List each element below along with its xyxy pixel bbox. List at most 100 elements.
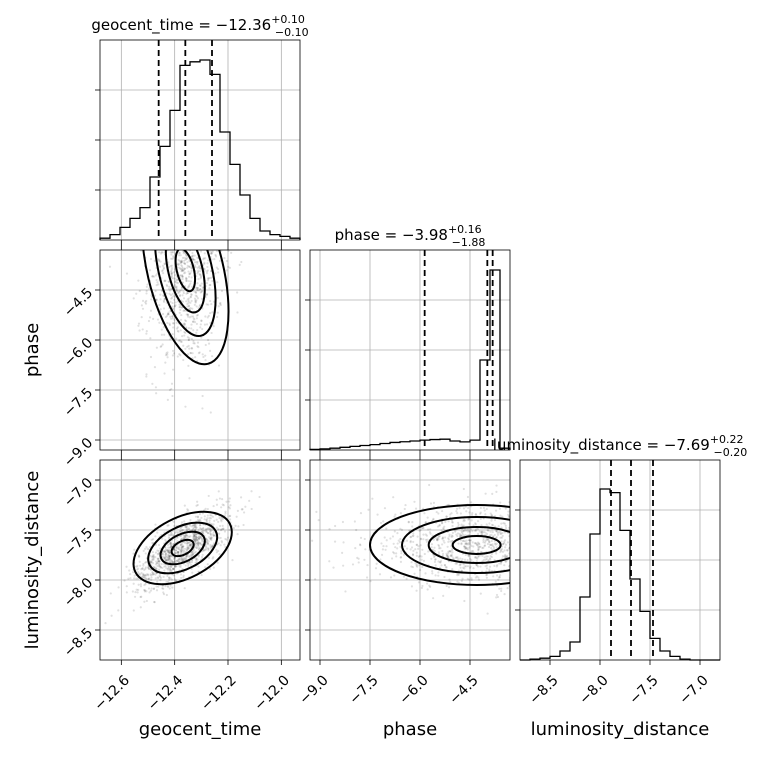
sample-point: [194, 539, 197, 542]
sample-point: [166, 313, 170, 316]
sample-point: [172, 307, 175, 310]
sample-point: [522, 550, 524, 552]
sample-point: [196, 232, 198, 234]
sample-point: [199, 266, 202, 270]
sample-point: [144, 301, 147, 304]
sample-point: [474, 513, 477, 516]
sample-point: [194, 228, 196, 230]
sample-point: [203, 229, 205, 231]
sample-point: [437, 560, 440, 563]
sample-point: [205, 530, 208, 533]
sample-point: [545, 511, 547, 513]
sample-point: [209, 299, 212, 303]
sample-point: [210, 536, 213, 539]
sample-point: [182, 268, 185, 271]
sample-point: [176, 355, 179, 358]
sample-point: [149, 355, 153, 359]
sample-point: [161, 566, 164, 570]
sample-point: [155, 243, 157, 245]
sample-point: [186, 186, 188, 188]
sample-point: [170, 270, 173, 273]
sample-point: [560, 575, 562, 577]
sample-point: [538, 557, 540, 559]
sample-point: [587, 534, 589, 536]
sample-point: [434, 558, 437, 561]
sample-point: [194, 540, 197, 543]
sample-point: [179, 254, 182, 257]
sample-point: [177, 551, 180, 554]
sample-point: [189, 351, 193, 355]
sample-point: [139, 585, 143, 588]
sample-point: [467, 542, 470, 545]
sample-point: [172, 217, 174, 219]
sample-point: [117, 586, 120, 589]
sample-point: [216, 281, 219, 284]
sample-point: [177, 560, 180, 563]
sample-point: [197, 570, 200, 573]
sample-point: [205, 203, 207, 205]
sample-point: [154, 246, 156, 248]
sample-point: [467, 555, 471, 558]
sample-point: [180, 243, 182, 245]
sample-point: [478, 545, 481, 549]
sample-point: [125, 272, 129, 275]
sample-point: [187, 527, 190, 530]
sample-point: [154, 248, 156, 250]
sample-point: [203, 213, 205, 215]
sample-point: [525, 553, 527, 555]
sample-point: [193, 201, 195, 203]
sample-point: [447, 540, 450, 543]
sample-point: [163, 550, 166, 553]
sample-point: [135, 565, 138, 568]
sample-point: [499, 530, 502, 534]
sample-point: [174, 552, 177, 555]
samples-phase-luminosity_distance: [311, 483, 589, 615]
sample-point: [495, 535, 498, 539]
sample-point: [178, 291, 181, 294]
sample-point: [464, 542, 467, 546]
sample-point: [217, 520, 220, 523]
sample-point: [157, 552, 160, 555]
sample-point: [342, 564, 345, 567]
sample-point: [201, 144, 203, 146]
sample-point: [482, 530, 485, 533]
sample-point: [205, 241, 207, 243]
sample-point: [156, 562, 159, 565]
sample-point: [369, 580, 372, 583]
sample-point: [489, 558, 492, 561]
sample-point: [444, 520, 447, 524]
sample-point: [181, 269, 184, 272]
sample-point: [399, 556, 402, 559]
sample-point: [174, 285, 177, 288]
sample-point: [160, 328, 163, 331]
sample-point: [488, 541, 491, 544]
title-median: −12.36: [216, 16, 272, 34]
sample-point: [153, 587, 156, 590]
sample-point: [165, 174, 167, 176]
scatter-frame-1: [99, 459, 301, 661]
sample-point: [110, 614, 113, 617]
sample-point: [169, 568, 172, 571]
sample-point: [525, 539, 527, 541]
sample-point: [530, 503, 532, 505]
sample-point: [440, 529, 443, 532]
sample-point: [530, 580, 532, 582]
sample-point: [389, 537, 392, 540]
sample-point: [476, 564, 479, 567]
sample-point: [518, 525, 520, 527]
sample-point: [159, 222, 161, 224]
sample-point: [165, 558, 168, 561]
sample-point: [132, 552, 135, 555]
sample-point: [571, 579, 573, 581]
sample-point: [199, 267, 202, 270]
sample-point: [177, 290, 180, 293]
sample-point: [516, 540, 518, 542]
sample-point: [216, 311, 219, 314]
sample-point: [491, 531, 494, 534]
sample-point: [181, 216, 183, 218]
sample-point: [169, 541, 172, 545]
sample-point: [499, 562, 503, 565]
sample-point: [501, 515, 504, 518]
sample-point: [156, 553, 159, 556]
sample-point: [426, 588, 429, 591]
